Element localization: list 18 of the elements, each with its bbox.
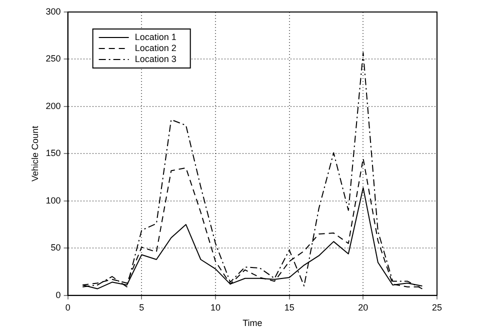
y-tick-label: 0 [56, 290, 61, 300]
y-tick-label: 100 [46, 195, 61, 206]
x-axis-title: Time [242, 318, 262, 328]
x-tick-label: 25 [432, 302, 442, 312]
legend-label: Location 1 [134, 32, 176, 42]
legend-label: Location 3 [134, 54, 176, 64]
y-tick-label: 150 [46, 148, 61, 158]
y-tick-label: 250 [46, 54, 61, 64]
y-axis-title: Vehicle Count [30, 125, 40, 182]
x-tick-label: 5 [139, 302, 144, 312]
x-tick-label: 10 [210, 302, 220, 312]
x-tick-label: 15 [284, 302, 294, 312]
x-tick-label: 0 [65, 302, 70, 312]
legend-label: Location 2 [134, 42, 176, 53]
y-tick-label: 200 [46, 100, 61, 111]
y-tick-label: 300 [46, 6, 61, 16]
y-tick-label: 50 [50, 242, 61, 253]
x-tick-label: 20 [358, 302, 368, 312]
